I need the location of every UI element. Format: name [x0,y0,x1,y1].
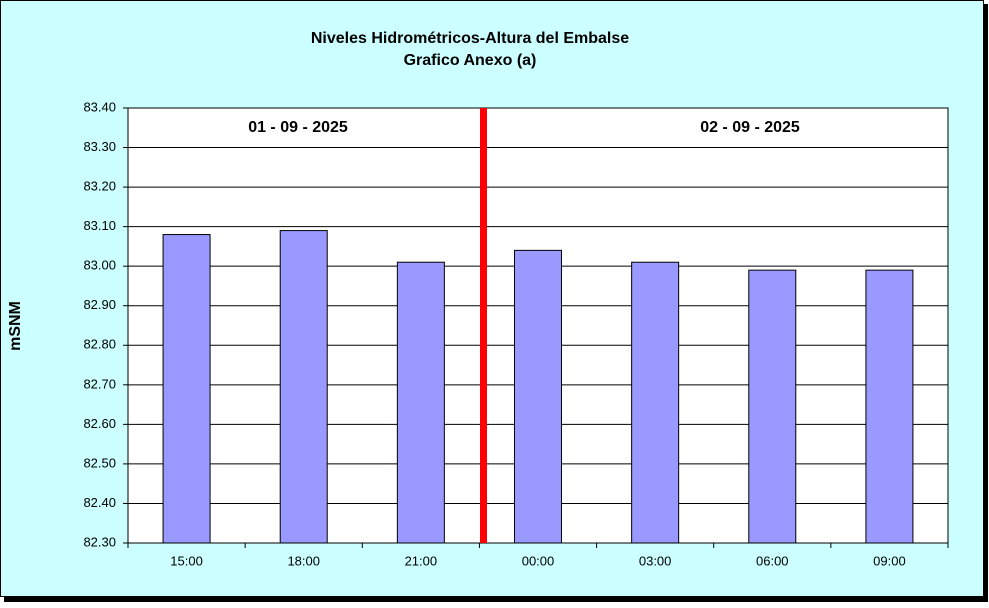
y-tick-label: 83.10 [83,218,116,233]
y-tick-label: 83.30 [83,139,116,154]
bar [396,261,445,544]
annotation: 02 - 09 - 2025 [700,119,800,136]
x-tick-label: 18:00 [287,553,320,568]
y-tick-label: 83.00 [83,258,116,273]
y-tick-label: 82.80 [83,337,116,352]
y-tick-label: 82.70 [83,376,116,391]
x-tick-label: 06:00 [756,553,789,568]
bar [162,234,211,544]
y-tick-label: 83.40 [83,99,116,114]
y-tick-label: 82.60 [83,416,116,431]
x-tick-label: 00:00 [522,553,555,568]
y-tick-label: 83.20 [83,179,116,194]
bar [865,269,914,544]
annotation: 01 - 09 - 2025 [248,119,348,136]
x-tick-label: 03:00 [639,553,672,568]
chart-subtitle: Grafico Anexo (a) [404,52,537,69]
y-tick-label: 82.30 [83,534,116,549]
y-tick-label: 82.90 [83,297,116,312]
x-tick-label: 09:00 [873,553,906,568]
chart-title: Niveles Hidrométricos-Altura del Embalse [311,30,629,47]
y-axis-label: mSNM [7,301,24,351]
bar [631,261,680,544]
bar [279,230,328,544]
bar [514,249,562,544]
y-tick-label: 82.40 [83,495,116,510]
x-tick-label: 15:00 [170,553,203,568]
bar [748,269,797,544]
y-tick-label: 82.50 [83,455,116,470]
x-tick-label: 21:00 [405,553,438,568]
